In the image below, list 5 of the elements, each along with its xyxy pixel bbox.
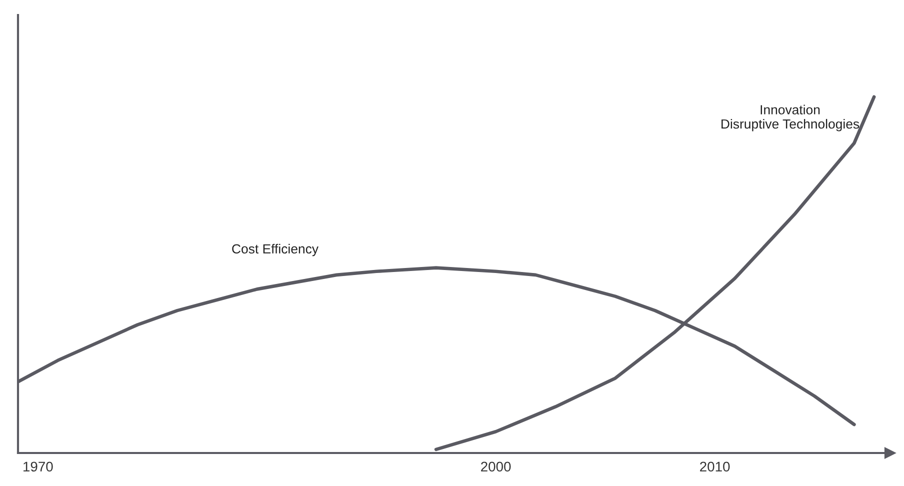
x-tick-label: 2010 bbox=[700, 462, 730, 472]
x-tick-label: 1970 bbox=[24, 462, 53, 472]
annotation: Cost Efficiency bbox=[232, 244, 318, 256]
annotation: Innovation Disruptive Technologies bbox=[722, 104, 860, 132]
x-tick-label: 2000 bbox=[481, 462, 511, 472]
